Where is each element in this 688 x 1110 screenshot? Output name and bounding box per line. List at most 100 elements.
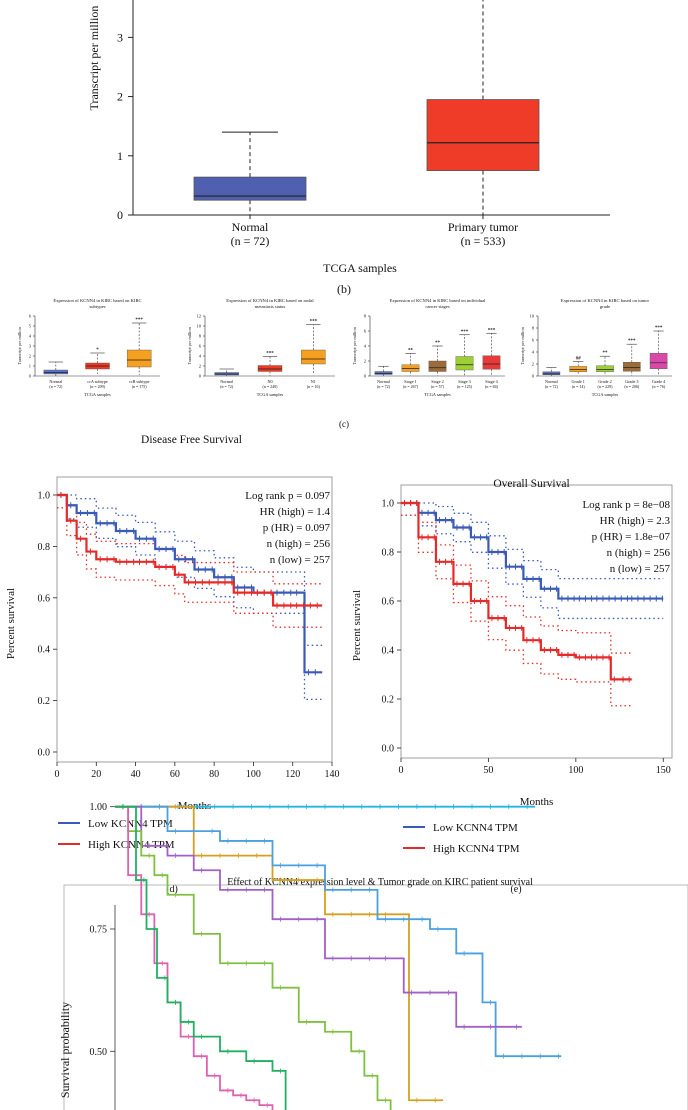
c-significance-marker: ** [435, 341, 441, 346]
d-stat-text: n (low) = 257 [270, 554, 331, 566]
d-x-tick-label: 140 [325, 769, 340, 780]
c-significance-marker: *** [266, 352, 274, 357]
b-panel-label: (b) [337, 282, 351, 296]
b-category-label: Normal [232, 220, 269, 234]
d-legend-label: Low KCNN4 TPM [88, 818, 173, 830]
d-stat-text: n (high) = 256 [267, 538, 331, 550]
d-y-tick-label: 0.4 [38, 645, 51, 656]
c-category-label: N0 [267, 379, 272, 384]
b-y-tick-label: 0 [117, 208, 123, 222]
f-survival-line [115, 805, 274, 1110]
c-box [455, 356, 474, 371]
c-category-label: ccA subtype [87, 379, 108, 384]
c-count-label: (n = 16) [307, 384, 321, 389]
c-significance-marker: *** [310, 320, 318, 325]
c-category-label: Normal [545, 379, 559, 384]
c-category-label: Stage 4 [485, 379, 498, 384]
c-x-axis-label: TCGA samples [257, 392, 284, 397]
d-y-tick-label: 0.2 [38, 696, 51, 707]
c-y-axis-label: Transcript per million [17, 326, 22, 364]
e-survival-line [401, 501, 632, 681]
d-x-tick-label: 60 [170, 769, 180, 780]
c-category-label: Normal [377, 379, 391, 384]
c-category-label: Normal [220, 379, 234, 384]
e-y-tick-label: 0.0 [382, 744, 395, 755]
c-significance-marker: *** [488, 328, 496, 333]
d-survival-line [57, 493, 323, 674]
c-y-axis-label: Transcript per million [520, 326, 525, 364]
d-stat-text: p (HR) = 0.097 [263, 522, 331, 534]
c-y-tick-label: 4 [29, 334, 32, 339]
d-survival-line [57, 493, 323, 607]
d-x-tick-label: 100 [246, 769, 261, 780]
c-category-label: Grade 1 [572, 379, 585, 384]
c-box [428, 360, 447, 372]
c-significance-marker: *** [655, 326, 663, 331]
c-y-tick-label: 2 [29, 354, 31, 359]
b-category-label: Primary tumor [448, 220, 518, 234]
c-significance-marker: * [96, 348, 99, 353]
d-x-tick-label: 20 [91, 769, 101, 780]
c-panel-title: Expression of KCNN4 in KIRC based on nod… [226, 298, 314, 303]
e-y-tick-label: 0.6 [382, 597, 395, 608]
e-y-tick-label: 1.0 [382, 499, 395, 510]
e-stat-text: Log rank p = 8e−08 [582, 499, 670, 511]
f-y-tick-label: 1.00 [90, 802, 108, 813]
e-stat-text: HR (high) = 2.3 [600, 515, 671, 527]
c-category-label: Normal [49, 379, 63, 384]
c-y-tick-label: 2 [199, 364, 201, 369]
c-box [374, 371, 393, 375]
e-x-tick-label: 150 [656, 765, 671, 776]
d-x-tick-label: 80 [209, 769, 219, 780]
b-y-tick-label: 2 [117, 90, 123, 104]
c-count-label: (n = 72) [377, 384, 391, 389]
d-ci-lower [57, 507, 323, 628]
c-count-label: (n = 206) [624, 384, 640, 389]
e-ci-lower [401, 514, 632, 707]
d-y-axis-label: Percent survival [5, 588, 17, 659]
d-y-tick-label: 0.6 [38, 593, 51, 604]
e-panel-label: (e) [510, 884, 521, 895]
c-y-tick-label: 4 [199, 354, 202, 359]
c-box [126, 349, 152, 368]
f-survival-line [115, 805, 392, 1110]
c-y-tick-label: 4 [364, 344, 367, 349]
e-y-tick-label: 0.4 [382, 646, 395, 657]
c-count-label: (n = 229) [598, 384, 614, 389]
c-box [401, 364, 420, 372]
c-significance-marker: ** [603, 351, 609, 356]
c-box [257, 365, 283, 372]
c-count-label: (n = 125) [457, 384, 473, 389]
d-ci-lower [57, 507, 323, 701]
c-panel-title: subtypes [89, 304, 105, 309]
e-ci-upper [401, 502, 664, 580]
e-legend-label: Low KCNN4 TPM [433, 822, 518, 834]
e-y-tick-label: 0.2 [382, 695, 395, 706]
b-count-label: (n = 72) [231, 234, 270, 248]
c-x-axis-label: TCGA samples [592, 392, 619, 397]
f-y-tick-label: 0.50 [90, 1047, 108, 1058]
c-y-axis-label: Transcript per million [187, 326, 192, 364]
c-category-label: Stage 2 [431, 379, 443, 384]
c-category-label: N1 [311, 379, 316, 384]
c-significance-marker: *** [135, 318, 143, 323]
d-stat-text: HR (high) = 1.4 [260, 506, 331, 518]
e-x-axis-label: Months [520, 796, 554, 808]
c-significance-marker: ** [408, 349, 414, 354]
c-category-label: Stage 1 [404, 379, 416, 384]
c-significance-marker: *** [461, 330, 469, 335]
c-box [301, 349, 326, 365]
c-significance-marker: ## [576, 357, 582, 362]
c-y-tick-label: 2 [364, 359, 366, 364]
d-y-tick-label: 1.0 [38, 491, 51, 502]
e-x-tick-label: 100 [568, 765, 583, 776]
c-panel-title: metastasis status [255, 304, 286, 309]
c-panel-title: Expression of KCNN4 in KIRC based on tum… [561, 298, 650, 303]
c-y-tick-label: 8 [364, 314, 367, 319]
f-survival-line [115, 805, 562, 1058]
d-stat-text: Log rank p = 0.097 [245, 490, 330, 502]
c-y-axis-label: Transcript per million [352, 326, 357, 364]
c-box [649, 353, 668, 370]
c-x-axis-label: TCGA samples [84, 392, 111, 397]
